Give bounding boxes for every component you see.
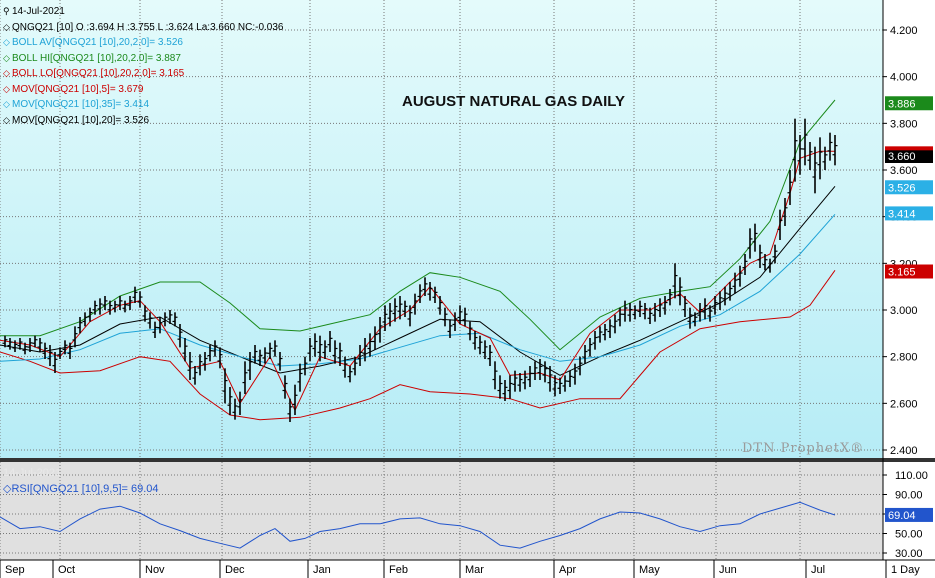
last-value-flag <box>885 264 933 279</box>
date-axis-label: Sep <box>5 564 25 576</box>
rsi-axis-label: 110.00 <box>895 470 928 482</box>
legend-diamond-icon: ◇ <box>3 68 10 78</box>
date-axis-label: May <box>639 564 660 576</box>
date-axis-label: Apr <box>559 564 576 576</box>
rsi-axis-label: 50.00 <box>895 529 923 541</box>
rsi-diamond-icon: ◇ <box>3 483 12 495</box>
last-value-flag-label: 3.526 <box>888 182 916 194</box>
price-axis-label: 2.800 <box>890 352 918 364</box>
rsi-axis-label: 90.00 <box>895 490 923 502</box>
series-line-0 <box>0 99 836 351</box>
legend-item: ◇ MOV[QNGQ21 [10],20]= 3.526 <box>3 113 283 129</box>
legend-item: ◇ MOV[QNGQ21 [10],35]= 3.414 <box>3 97 283 113</box>
mov5-flag <box>885 146 933 151</box>
price-axis-label: 3.800 <box>890 118 918 130</box>
last-value-flag <box>885 96 933 111</box>
price-axis-label: 3.000 <box>890 305 918 317</box>
chart-title: AUGUST NATURAL GAS DAILY <box>402 93 626 110</box>
legend-item: ◇ BOLL LO[QNGQ21 [10],20,2.0]= 3.165 <box>3 66 283 82</box>
last-value-flag <box>885 149 933 163</box>
date-axis-label: Jun <box>719 564 737 576</box>
last-value-flag <box>885 206 933 221</box>
rsi-legend-label: RSI[QNGQ21 [10],9,5]= 69.04 <box>11 483 159 495</box>
date-axis-label: Nov <box>145 564 165 576</box>
last-value-flag <box>885 180 933 195</box>
legend-label: BOLL HI[QNGQ21 [10],20,2.0]= 3.887 <box>12 52 181 64</box>
date-axis-label: Jan <box>313 564 331 576</box>
date-axis-label: 1 Day <box>891 564 920 576</box>
date-axis-label: Dec <box>225 564 245 576</box>
last-value-flag-label: 3.660 <box>888 151 916 163</box>
price-axis-label: 4.200 <box>890 25 918 37</box>
date-axis-label: Jul <box>811 564 825 576</box>
rsi-panel-background <box>0 462 883 560</box>
series-line-1 <box>0 270 836 421</box>
legend-label: MOV[QNGQ21 [10],35]= 3.414 <box>12 99 150 110</box>
last-value-flag-label: 3.414 <box>888 208 916 220</box>
watermark: DTN ProphetX® <box>742 441 865 456</box>
date-axis-label: Mar <box>465 564 484 576</box>
legend-diamond-icon: ◇ <box>3 21 10 32</box>
price-axis-label: 3.600 <box>890 165 918 177</box>
price-axis-label: 2.600 <box>890 398 918 410</box>
legend-label: QNGQ21 [10] O :3.694 H :3.755 L :3.624 L… <box>12 21 284 33</box>
last-value-flag-label: 3.165 <box>888 267 916 279</box>
rsi-legend: 14-Jul-2021 ◇RSI[QNGQ21 [10],9,5]= 69.04 <box>3 465 159 497</box>
price-axis-label: 4.000 <box>890 72 918 84</box>
rsi-last-flag-label: 69.04 <box>888 510 916 522</box>
legend-item: ◇ BOLL AV[QNGQ21 [10],20,2.0]= 3.526 <box>3 35 283 51</box>
date-axis-label: Feb <box>389 564 408 576</box>
legend-item: ◇ MOV[QNGQ21 [10],5]= 3.679 <box>3 82 283 98</box>
legend-diamond-icon: ◇ <box>3 114 10 125</box>
panel-separator <box>0 458 935 462</box>
price-axis-label: 2.400 <box>890 445 918 457</box>
rsi-axis-label: 30.00 <box>895 548 923 560</box>
legend-diamond-icon: ◇ <box>3 37 10 47</box>
date-axis-background <box>0 560 935 578</box>
rsi-line <box>0 501 836 549</box>
rsi-date: 14-Jul-2021 <box>3 467 62 479</box>
date-axis-label: Oct <box>58 564 75 576</box>
legend-diamond-icon: ◇ <box>3 83 10 94</box>
legend-label: MOV[QNGQ21 [10],5]= 3.679 <box>12 83 144 95</box>
last-value-flag-label: 3.886 <box>888 98 916 110</box>
legend-item: ◇ BOLL HI[QNGQ21 [10],20,2.0]= 3.887 <box>3 51 283 67</box>
rsi-last-flag <box>885 507 933 522</box>
legend-diamond-icon: ◇ <box>3 52 10 63</box>
legend-label: BOLL AV[QNGQ21 [10],20,2.0]= 3.526 <box>12 37 183 48</box>
legend-diamond-icon: ◇ <box>3 99 10 109</box>
legend-label: MOV[QNGQ21 [10],20]= 3.526 <box>12 114 150 126</box>
legend-date: ⚲ 14-Jul-2021 <box>3 6 65 17</box>
legend-item: ◇ QNGQ21 [10] O :3.694 H :3.755 L :3.624 … <box>3 20 283 36</box>
chart-legend: ⚲ 14-Jul-2021 ◇ QNGQ21 [10] O :3.694 H :3.… <box>3 4 283 128</box>
legend-label: BOLL LO[QNGQ21 [10],20,2.0]= 3.165 <box>12 68 185 79</box>
